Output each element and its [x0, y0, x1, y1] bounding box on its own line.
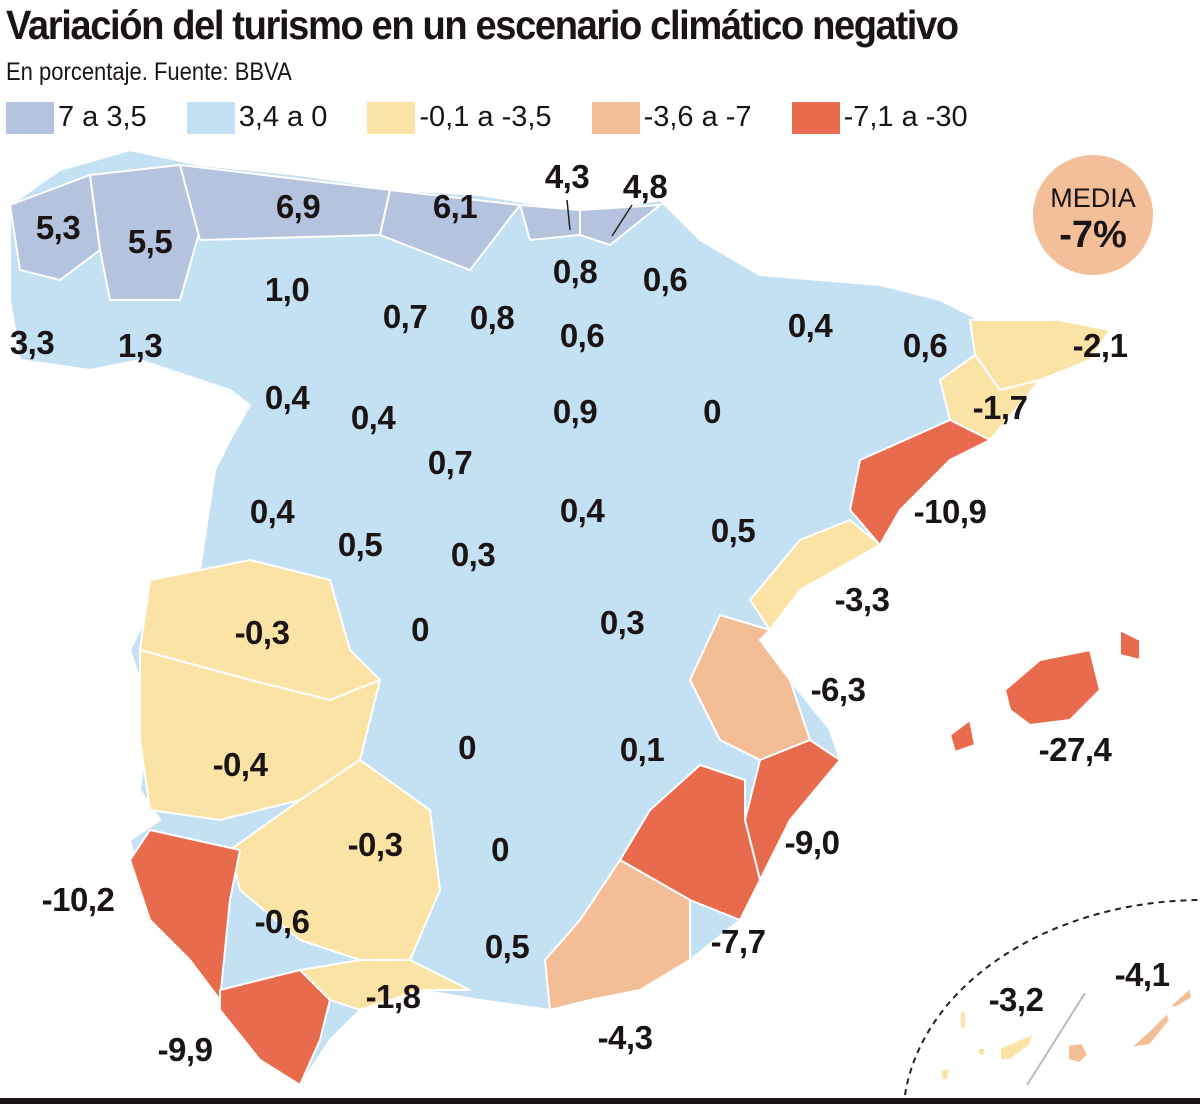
region-value-label: 0,6: [559, 317, 605, 354]
legend-label: 7 a 3,5: [58, 101, 147, 133]
region-value-label: -27,4: [1038, 731, 1112, 768]
legend-item: -0,1 a -3,5: [367, 101, 552, 134]
region-cadiz: [219, 968, 332, 1087]
region-vizcaya: [518, 203, 581, 242]
region-huelva: [128, 828, 242, 1003]
region-murcia: [618, 763, 762, 922]
legend-label: -0,1 a -3,5: [419, 101, 552, 133]
legend-item: -3,6 a -7: [591, 101, 752, 134]
region-gomera: [977, 1047, 988, 1058]
region-value-label: -3,2: [988, 981, 1044, 1018]
region-mallorca: [1003, 648, 1102, 727]
legend-label: -7,1 a -30: [843, 101, 968, 133]
region-value-label: 0: [411, 611, 429, 648]
region-malaga: [297, 959, 471, 1012]
legend-swatch: [6, 101, 54, 134]
region-value-label: 0,5: [337, 526, 383, 563]
region-ibiza: [948, 718, 977, 754]
bottom-rule: [0, 1098, 1200, 1104]
legend: 7 a 3,5 3,4 a 0 -0,1 a -3,5 -3,6 a -7 -7…: [6, 101, 1008, 134]
region-value-label: 0,3: [599, 604, 645, 641]
region-almeria: [543, 858, 691, 1012]
map-title: Variación del turismo en un escenario cl…: [6, 2, 959, 48]
region-value-label: 0,4: [249, 493, 295, 530]
region-la-palma: [959, 1008, 967, 1032]
region-hierro: [938, 1066, 952, 1081]
region-value-label: 0,8: [552, 253, 598, 290]
region-value-label: -1,8: [365, 978, 421, 1015]
legend-swatch: [591, 101, 640, 134]
region-value-label: 0,6: [902, 327, 948, 364]
region-value-label: 0,7: [427, 444, 473, 481]
region-value-label: 4,3: [544, 158, 590, 195]
region-value-label: 6,1: [432, 188, 478, 225]
region-value-label: -10,2: [41, 881, 115, 918]
region-value-label: 0,1: [619, 731, 665, 768]
region-value-label: 0,8: [469, 299, 515, 336]
legend-swatch: [367, 101, 416, 134]
canary-divider: [1026, 992, 1086, 1086]
region-menorca: [1119, 628, 1141, 662]
region-value-label: 0,5: [484, 928, 530, 965]
region-cantabria: [378, 188, 522, 272]
region-tarragona: [848, 418, 993, 547]
region-value-label: 0,7: [382, 298, 428, 335]
region-value-label: -9,9: [157, 1031, 213, 1068]
region-lanzarote: [1168, 986, 1194, 1010]
region-value-label: 3,3: [9, 324, 55, 361]
region-value-label: 5,3: [35, 209, 81, 246]
region-value-label: 0,4: [787, 307, 833, 344]
region-value-label: -4,3: [597, 1019, 653, 1056]
region-guipuzcoa: [579, 203, 664, 247]
legend-item: -7,1 a -30: [791, 101, 968, 134]
region-value-label: -6,3: [810, 671, 866, 708]
region-a-coruna: [8, 173, 102, 282]
legend-item: 7 a 3,5: [6, 101, 147, 134]
region-value-label: -4,1: [1114, 956, 1170, 993]
legend-item: 3,4 a 0: [186, 101, 328, 134]
region-value-label: 1,0: [264, 271, 310, 308]
legend-label: 3,4 a 0: [238, 101, 328, 133]
media-badge: MEDIA -7%: [1033, 155, 1153, 275]
map-subtitle: En porcentaje. Fuente: BBVA: [6, 58, 292, 86]
region-value-label: 0,9: [552, 393, 598, 430]
region-value-label: -2,1: [1072, 327, 1128, 364]
canary-inset-border: [904, 899, 1200, 1096]
region-tenerife: [999, 1027, 1036, 1061]
region-value-label: 6,9: [275, 188, 321, 225]
media-value: -7%: [1059, 214, 1127, 256]
region-value-label: 0,5: [710, 512, 756, 549]
region-value-label: 0: [458, 729, 476, 766]
region-value-label: 4,8: [622, 168, 668, 205]
region-value-label: -9,0: [784, 824, 840, 861]
region-value-label: -0,6: [254, 903, 310, 940]
region-value-label: -0,3: [234, 614, 290, 651]
region-value-label: -10,9: [913, 493, 987, 530]
region-value-label: 1,3: [117, 327, 163, 364]
region-value-label: -0,3: [347, 826, 403, 863]
region-value-label: 5,5: [127, 223, 173, 260]
region-value-label: -3,3: [834, 581, 890, 618]
leader-line: [566, 199, 571, 231]
media-label: MEDIA: [1050, 183, 1136, 213]
region-value-label: 0: [703, 393, 721, 430]
region-value-label: 0,3: [450, 536, 496, 573]
region-value-label: -1,7: [972, 389, 1028, 426]
region-value-label: -7,7: [710, 923, 766, 960]
region-fuerteventura: [1126, 1007, 1172, 1050]
region-value-label: 0,4: [350, 399, 396, 436]
region-value-label: 0,4: [264, 379, 310, 416]
region-value-label: -0,4: [212, 746, 268, 783]
leader-line: [611, 204, 633, 237]
legend-swatch: [791, 101, 840, 134]
legend-label: -3,6 a -7: [643, 101, 752, 133]
region-value-label: 0,6: [642, 261, 688, 298]
legend-swatch: [186, 101, 235, 134]
region-value-label: 0: [491, 831, 509, 868]
region-value-label: 0,4: [559, 492, 605, 529]
region-gran-canaria: [1067, 1041, 1090, 1065]
